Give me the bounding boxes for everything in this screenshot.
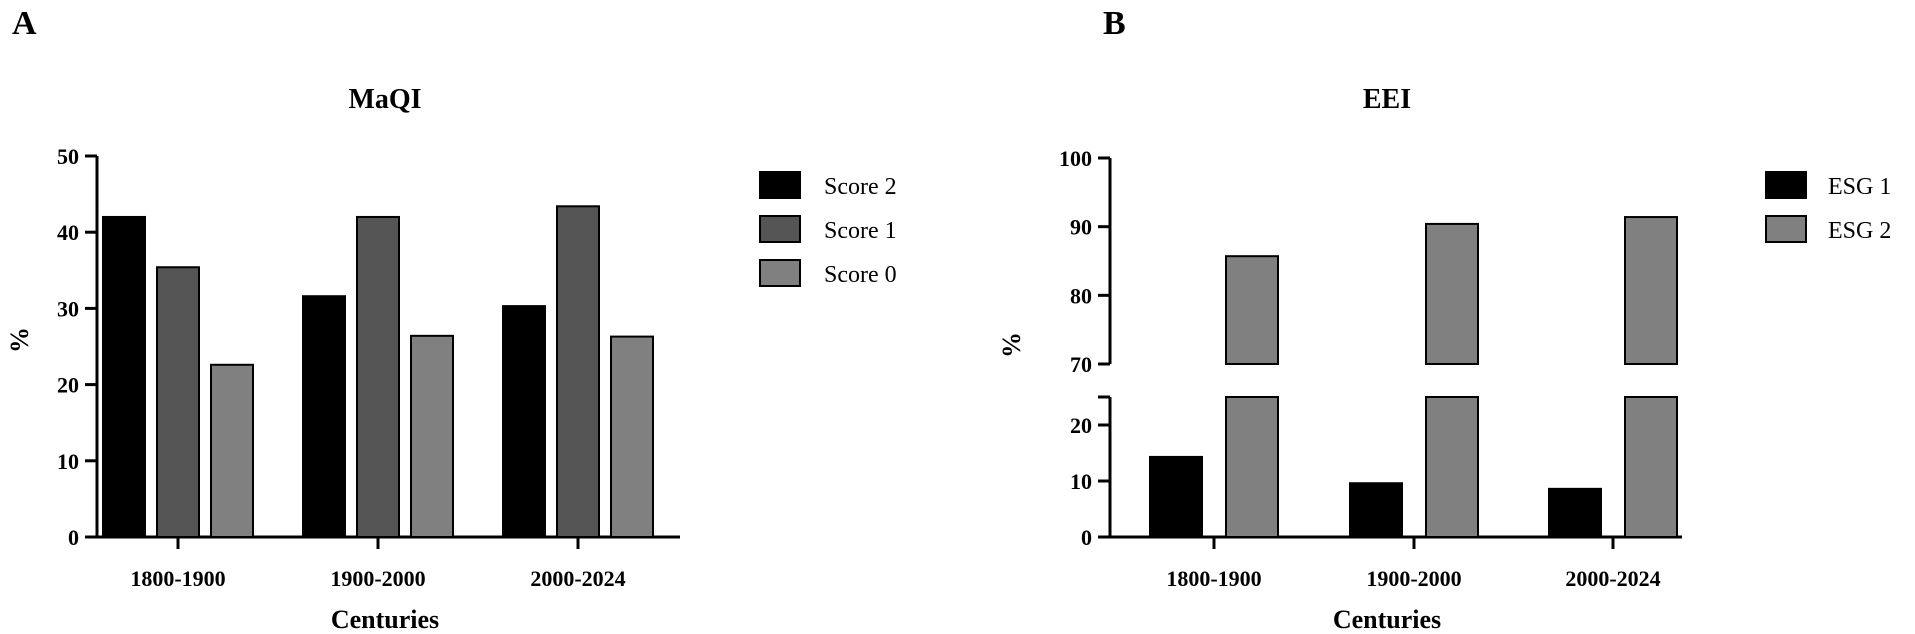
y-tick-label-b: 20 [1070,413,1092,438]
y-tick-label-b: 100 [1059,146,1092,171]
x-axis-label-b: Centuries [1333,605,1441,634]
x-tick-label-a: 1900-2000 [330,566,425,591]
y-tick-label-a: 30 [57,296,79,321]
bar-esg-2-1800-1900-upper [1225,255,1279,365]
y-tick-label-b: 0 [1081,525,1092,550]
legend-label-esg-1: ESG 1 [1828,174,1891,200]
panel-letter-b: B [1103,5,1126,42]
bar-esg-2-1800-1900-lower [1225,396,1279,538]
bar-score-0-1800-1900 [210,363,254,538]
y-tick-label-b: 10 [1070,469,1092,494]
y-axis-label-a: % [5,327,34,353]
legend-swatch-score-2 [759,171,801,199]
panel-letter-a: A [12,5,37,42]
legend-label-score-2: Score 2 [824,174,897,200]
bar-esg-1-1800-1900 [1149,455,1203,539]
chart-eei: B EEI % Centuries 0 10 20 70 80 90 100 1800-19… [997,5,1891,634]
bar-esg-2-2000-2024-lower [1624,396,1678,538]
bar-score-2-2000-2024 [502,305,546,539]
y-tick-label-a: 50 [57,144,79,169]
bar-score-2-1800-1900 [102,215,146,539]
x-tick-label-b: 1900-2000 [1366,566,1461,591]
bar-score-2-1900-2000 [302,295,346,539]
y-ticks-b: 0 10 20 70 80 90 100 [1059,146,1110,550]
bar-score-0-2000-2024 [610,335,654,538]
x-tick-label-b: 2000-2024 [1565,566,1660,591]
x-tick-label-a: 2000-2024 [530,566,625,591]
chart-title-eei: EEI [1363,84,1411,115]
bar-score-0-1900-2000 [410,334,454,538]
x-tick-label-b: 1800-1900 [1166,566,1261,591]
legend-a: Score 2 Score 1 Score 0 [759,171,897,288]
x-ticks-b: 1800-1900 1900-2000 2000-2024 [1166,537,1661,591]
y-tick-label-a: 10 [57,449,79,474]
bar-esg-2-1900-2000-upper [1425,222,1479,365]
legend-b: ESG 1 ESG 2 [1765,171,1891,244]
legend-swatch-score-1 [759,215,801,243]
y-tick-label-b: 90 [1070,215,1092,240]
bars-b [1149,216,1678,539]
bar-score-1-1800-1900 [156,266,200,538]
bar-esg-1-2000-2024 [1548,487,1602,538]
bar-score-1-1900-2000 [356,215,400,539]
y-tick-label-a: 0 [68,525,79,550]
y-tick-label-b: 80 [1070,283,1092,308]
x-axis-label-a: Centuries [331,605,439,634]
legend-swatch-esg-2 [1765,215,1807,243]
chart-title-maqi: MaQI [348,84,421,115]
y-axis-label-b: % [997,332,1026,358]
y-ticks-a: 0 10 20 30 40 50 [57,144,97,550]
y-tick-label-b: 70 [1070,352,1092,377]
legend-label-score-0: Score 0 [824,262,897,288]
bar-esg-1-1900-2000 [1349,482,1403,538]
x-ticks-a: 1800-1900 1900-2000 2000-2024 [130,537,626,591]
x-tick-label-a: 1800-1900 [130,566,225,591]
bar-esg-2-1900-2000-lower [1425,396,1479,538]
chart-maqi: A MaQI % Centuries 0 10 20 30 40 50 1800-1900… [5,5,897,634]
y-tick-label-a: 40 [57,220,79,245]
legend-swatch-esg-1 [1765,171,1807,199]
legend-label-score-1: Score 1 [824,218,897,244]
legend-swatch-score-0 [759,259,801,287]
bars-a [102,205,654,539]
bar-esg-2-2000-2024-upper [1624,216,1678,365]
legend-label-esg-2: ESG 2 [1828,218,1891,244]
y-tick-label-a: 20 [57,373,79,398]
bar-score-1-2000-2024 [556,205,600,539]
